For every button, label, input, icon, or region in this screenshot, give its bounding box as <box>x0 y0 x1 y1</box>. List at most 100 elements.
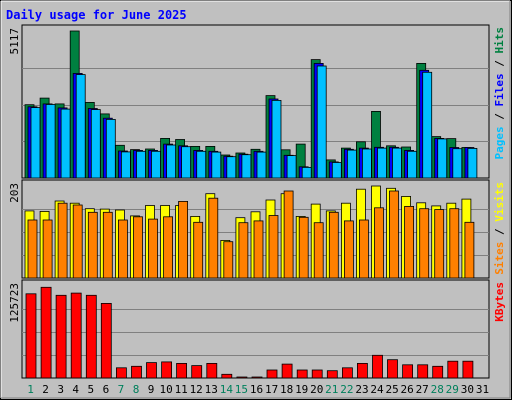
x-tick-day-12: 12 <box>190 383 203 396</box>
x-tick-day-15: 15 <box>235 383 248 396</box>
bar-pages-day-2 <box>45 104 56 179</box>
bar-sites-day-4 <box>72 204 83 279</box>
x-tick-day-30: 30 <box>461 383 474 396</box>
x-tick-day-6: 6 <box>103 383 110 396</box>
x-tick-day-1: 1 <box>27 383 34 396</box>
bar-sites-day-11 <box>178 200 189 279</box>
x-tick-day-22: 22 <box>340 383 353 396</box>
bar-kbytes-day-23 <box>356 362 368 379</box>
legend-segment: / <box>493 54 506 74</box>
bar-sites-day-17 <box>268 215 279 279</box>
x-tick-day-2: 2 <box>42 383 49 396</box>
bar-sites-day-22 <box>343 220 354 279</box>
bar-pages-day-19 <box>301 166 312 179</box>
bar-sites-day-2 <box>42 219 53 279</box>
bar-sites-day-15 <box>238 222 249 279</box>
bar-sites-day-25 <box>389 190 399 279</box>
bar-pages-day-17 <box>271 100 282 179</box>
panel-2: 203 Sites / Visits <box>8 179 506 279</box>
bar-sites-day-18 <box>283 190 294 279</box>
bar-pages-day-18 <box>286 155 297 179</box>
bar-sites-day-30 <box>464 221 475 279</box>
bar-sites-day-28 <box>434 209 445 279</box>
bar-kbytes-day-27 <box>417 364 429 379</box>
x-tick-day-9: 9 <box>148 383 155 396</box>
bar-kbytes-day-3 <box>55 294 67 379</box>
x-tick-day-29: 29 <box>446 383 459 396</box>
bar-sites-day-5 <box>87 211 98 279</box>
x-tick-day-8: 8 <box>133 383 140 396</box>
panel-3: 125723 KBytes <box>8 279 506 379</box>
bar-pages-day-7 <box>121 151 131 179</box>
bar-kbytes-day-11 <box>176 362 188 379</box>
bar-pages-day-4 <box>75 74 86 179</box>
bar-sites-day-6 <box>102 211 113 279</box>
x-tick-day-11: 11 <box>175 383 188 396</box>
chart-title: Daily usage for June 2025 <box>6 8 187 22</box>
bar-pages-day-12 <box>196 150 207 179</box>
x-tick-day-21: 21 <box>325 383 338 396</box>
panel-2-max-label: 203 <box>8 183 21 203</box>
bar-pages-day-20 <box>316 65 327 179</box>
bar-pages-day-10 <box>166 144 177 179</box>
bar-pages-day-28 <box>437 138 448 179</box>
legend-segment: KBytes <box>493 282 506 322</box>
bar-kbytes-day-22 <box>341 367 353 379</box>
panel-3-legend-label: KBytes <box>493 282 506 322</box>
bar-kbytes-day-25 <box>387 359 398 379</box>
bar-sites-day-8 <box>133 216 143 279</box>
bar-kbytes-day-9 <box>146 362 157 379</box>
bar-kbytes-day-4 <box>70 292 82 379</box>
bar-pages-day-15 <box>241 154 252 179</box>
bar-sites-day-24 <box>374 207 384 279</box>
legend-segment: Hits <box>493 27 506 54</box>
bar-pages-day-22 <box>346 149 357 179</box>
panel-1-max-label: 5117 <box>8 28 21 55</box>
x-tick-day-20: 20 <box>310 383 323 396</box>
bar-kbytes-day-18 <box>281 363 293 379</box>
bar-kbytes-day-6 <box>100 302 112 379</box>
x-tick-day-13: 13 <box>205 383 218 396</box>
bar-sites-day-23 <box>358 219 369 279</box>
bar-sites-day-26 <box>404 205 415 279</box>
legend-segment: / <box>493 107 506 127</box>
bar-kbytes-day-12 <box>191 365 203 379</box>
bar-sites-day-7 <box>118 219 128 279</box>
bar-kbytes-day-8 <box>131 365 142 379</box>
bar-pages-day-29 <box>452 148 463 179</box>
bar-kbytes-day-21 <box>326 370 338 379</box>
bar-kbytes-day-2 <box>40 286 52 379</box>
legend-segment: Files <box>493 73 506 106</box>
bar-kbytes-day-13 <box>206 362 218 379</box>
bar-pages-day-1 <box>30 107 41 179</box>
bar-pages-day-24 <box>377 147 387 179</box>
x-tick-day-3: 3 <box>57 383 64 396</box>
legend-segment: Sites <box>493 242 506 275</box>
panel-1: 5117 Pages / Files / Hits <box>8 24 506 179</box>
bar-pages-day-16 <box>256 151 267 179</box>
x-tick-day-24: 24 <box>370 383 384 396</box>
bar-pages-day-21 <box>331 162 342 179</box>
x-tick-day-31: 31 <box>476 383 489 396</box>
bar-kbytes-day-17 <box>266 369 278 379</box>
bar-sites-day-29 <box>449 208 460 279</box>
bar-pages-day-26 <box>407 150 418 179</box>
bar-pages-day-9 <box>151 150 161 179</box>
bar-kbytes-day-29 <box>447 360 459 379</box>
bar-kbytes-day-30 <box>462 360 474 379</box>
x-tick-day-16: 16 <box>250 383 263 396</box>
bar-sites-day-1 <box>27 219 38 279</box>
bar-pages-day-30 <box>467 147 478 179</box>
bar-kbytes-day-28 <box>432 365 444 379</box>
panel-3-max-label: 125723 <box>8 283 21 323</box>
bar-sites-day-3 <box>57 202 68 279</box>
bar-kbytes-day-26 <box>402 364 414 379</box>
x-tick-day-14: 14 <box>220 383 234 396</box>
bar-kbytes-day-19 <box>296 369 308 379</box>
x-tick-day-27: 27 <box>416 383 429 396</box>
bar-sites-day-27 <box>419 208 430 279</box>
bar-kbytes-day-15 <box>236 376 248 379</box>
x-tick-day-10: 10 <box>159 383 172 396</box>
panel-1-legend-label: Pages / Files / Hits <box>493 27 506 160</box>
